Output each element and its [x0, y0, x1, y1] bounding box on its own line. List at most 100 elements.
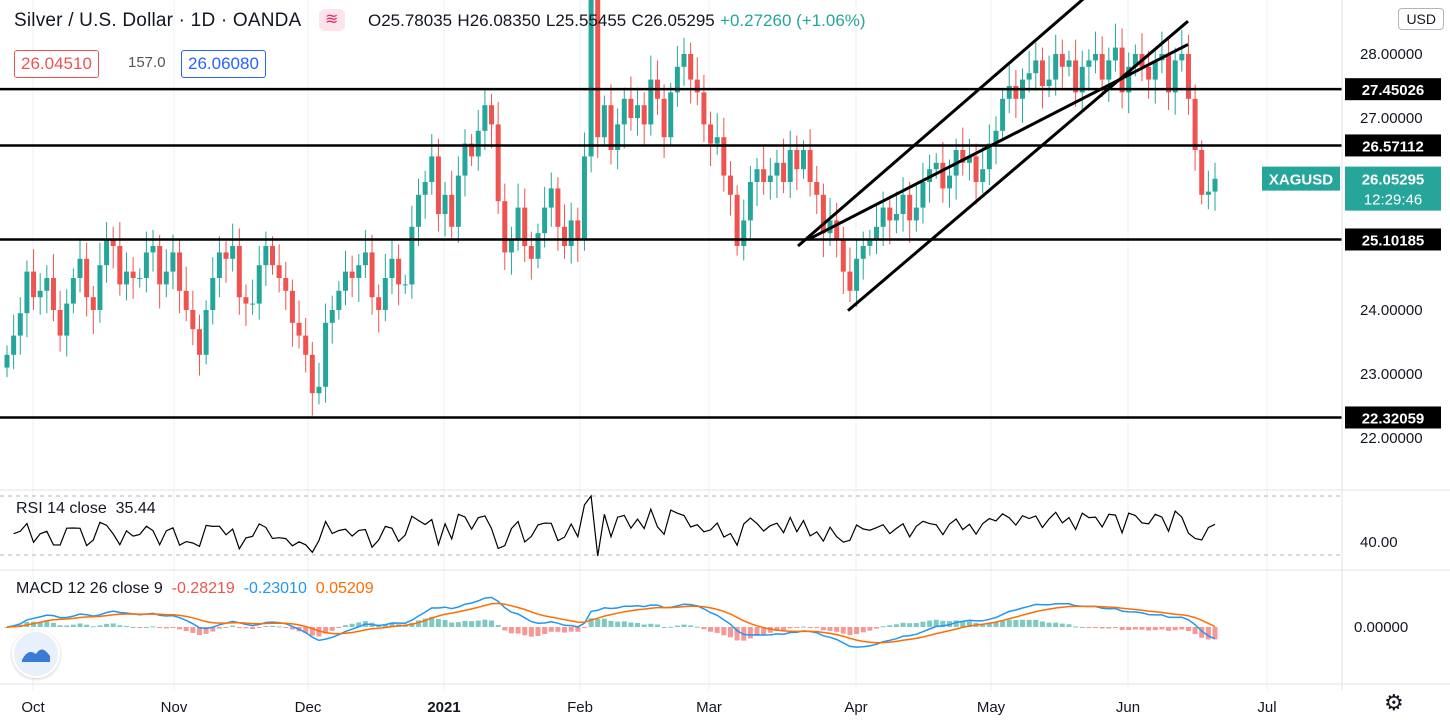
level-label-bg-2	[1345, 134, 1441, 157]
settings-gear-icon[interactable]: ⚙	[1384, 690, 1404, 715]
ohlc-open: O25.78035	[368, 11, 453, 30]
macd-histogram-bar	[475, 620, 481, 627]
macd-histogram-bar	[210, 627, 216, 632]
macd-histogram-bar	[701, 627, 707, 630]
macd-histogram-bar	[269, 625, 275, 627]
ohlc-high: H26.08350	[457, 11, 541, 30]
candle-body	[362, 252, 368, 266]
rsi-legend[interactable]: RSI 14 close 35.44	[16, 500, 156, 518]
macd-histogram-bar	[117, 625, 123, 627]
macd-name: MACD 12 26 close 9	[16, 580, 163, 597]
candle-body	[1199, 150, 1205, 195]
candle-body	[701, 92, 707, 125]
macd-histogram-bar	[123, 625, 129, 627]
candle-body	[309, 354, 315, 394]
candle-body	[223, 252, 229, 259]
macd-histogram-bar	[814, 627, 820, 629]
macd-histogram-bar	[143, 626, 149, 628]
candle-body	[1132, 54, 1138, 67]
currency-button[interactable]: USD	[1398, 8, 1444, 30]
macd-histogram-bar	[761, 627, 767, 635]
candle-body	[336, 290, 342, 310]
candle-body	[44, 278, 50, 291]
macd-histogram-bar	[562, 627, 568, 633]
macd-histogram-bar	[77, 623, 83, 627]
candle-body	[674, 66, 680, 93]
candle-body	[296, 322, 302, 336]
macd-histogram-bar	[601, 618, 607, 627]
macd-histogram-bar	[927, 620, 933, 627]
macd-histogram-bar	[157, 627, 163, 628]
spread-value: 157.0	[128, 54, 166, 71]
candle-body	[993, 130, 999, 144]
candle-body	[575, 220, 581, 240]
macd-histogram-bar	[641, 624, 647, 627]
last-price-bg	[1345, 166, 1441, 211]
candle-body	[1013, 86, 1019, 99]
macd-histogram-bar	[893, 624, 899, 627]
macd-histogram-bar	[847, 627, 853, 636]
macd-histogram-bar	[807, 627, 813, 628]
candle-body	[893, 214, 899, 221]
time-tick-5: Mar	[696, 699, 722, 716]
candle-body	[887, 207, 893, 221]
candle-body	[1126, 66, 1132, 93]
macd-histogram-bar	[1006, 619, 1012, 627]
candle-body	[170, 252, 176, 272]
macd-histogram-bar	[329, 627, 335, 631]
macd-histogram-bar	[455, 622, 461, 627]
candle-body	[236, 246, 242, 298]
candle-body	[495, 124, 501, 202]
macd-histogram-bar	[256, 627, 262, 628]
macd-histogram-bar	[1046, 622, 1052, 627]
rsi-line	[13, 494, 1216, 557]
symbol-title[interactable]: Silver / U.S. Dollar · 1D · OANDA	[14, 10, 302, 31]
sell-price-box[interactable]: 26.04510	[14, 50, 99, 78]
time-tick-4: Feb	[567, 699, 593, 716]
candle-body	[542, 207, 548, 234]
macd-histogram-bar	[309, 627, 315, 636]
macd-histogram-bar	[57, 625, 63, 627]
candle-body	[847, 271, 853, 291]
candle-body	[482, 105, 488, 131]
price-tick-4: 24.00000	[1360, 302, 1423, 319]
candle-body	[442, 194, 448, 214]
macd-histogram-bar	[64, 625, 70, 627]
candle-body	[714, 137, 720, 144]
macd-histogram-bar	[654, 624, 660, 627]
macd-histogram-bar	[283, 627, 289, 628]
last-price-label: 26.05295	[1362, 172, 1425, 189]
macd-histogram-bar	[721, 627, 727, 636]
macd-histogram-bar	[502, 627, 508, 631]
candle-body	[402, 284, 408, 286]
macd-histogram-bar	[1066, 624, 1072, 627]
symbol-header: Silver / U.S. Dollar · 1D · OANDA ≋ O25.…	[14, 9, 866, 32]
macd-histogram-bar	[648, 623, 654, 627]
macd-histogram-bar	[867, 627, 873, 631]
rsi-pane: 40.00	[0, 494, 1398, 557]
macd-histogram-bar	[515, 627, 521, 634]
candle-body	[70, 278, 76, 304]
trend-channel	[797, 0, 1189, 312]
symbol-type-icon[interactable]: ≋	[318, 9, 345, 31]
candle-body	[84, 258, 90, 298]
time-axis: Oct Nov Dec 2021 Feb Mar Apr May Jun Jul	[21, 699, 1276, 716]
ohlc-low: L25.55455	[545, 11, 627, 30]
macd-histogram-bar	[688, 625, 694, 627]
macd-histogram-bar	[130, 626, 136, 628]
macd-histogram-bar	[966, 621, 972, 627]
buy-price-box[interactable]: 26.06080	[181, 50, 266, 78]
macd-histogram-bar	[1139, 627, 1145, 630]
macd-histogram-bar	[734, 627, 740, 641]
countdown-label: 12:29:46	[1364, 192, 1422, 209]
macd-histogram-bar	[1086, 627, 1092, 628]
tradingview-logo-icon[interactable]	[12, 630, 60, 678]
candle-body	[316, 386, 322, 394]
macd-histogram-bar	[1119, 627, 1125, 630]
time-tick-6: Apr	[844, 699, 867, 716]
candle-body	[1033, 60, 1039, 74]
candle-body	[349, 271, 355, 278]
candle-body	[767, 175, 773, 182]
macd-legend[interactable]: MACD 12 26 close 9 -0.28219 -0.23010 0.0…	[16, 580, 374, 598]
